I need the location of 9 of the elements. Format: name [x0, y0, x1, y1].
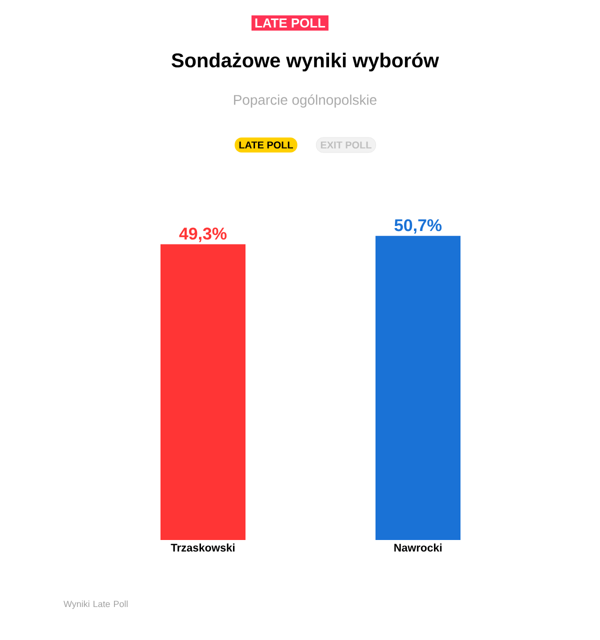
- chart-subtitle: Poparcie ogólnopolskie: [234, 94, 376, 108]
- x-tick-label: Nawrocki: [394, 544, 442, 552]
- data-label: 49,3%: [179, 228, 227, 242]
- data-label: 50,7%: [394, 219, 442, 234]
- text: Wyniki Late Poll: [64, 600, 128, 609]
- chart-title: Sondażowe wyniki wyborów: [172, 52, 439, 72]
- text: LATE POLL: [255, 18, 326, 28]
- x-tick-label: Trzaskowski: [170, 544, 234, 552]
- text: LATE POLL: [239, 141, 293, 149]
